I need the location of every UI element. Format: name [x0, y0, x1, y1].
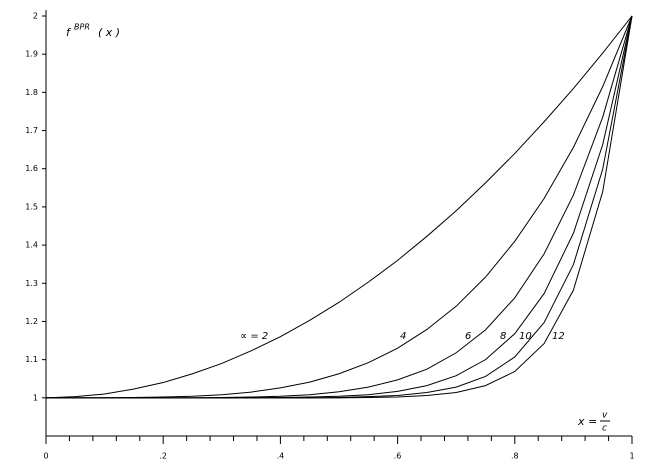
y-tick-label: 1.9 — [25, 50, 38, 59]
y-label-sup: BPR — [74, 23, 90, 32]
y-tick-label: 1.8 — [25, 88, 38, 97]
curve — [46, 15, 633, 399]
x-label-num: v — [602, 411, 608, 421]
x-tick-label: .8 — [511, 452, 519, 461]
y-tick-label: 1.2 — [25, 317, 38, 326]
y-tick-label: 1.1 — [25, 355, 38, 364]
curve-label: 10 — [519, 331, 532, 342]
curve-label: 8 — [500, 331, 506, 342]
y-label-arg: ( x ) — [98, 26, 120, 39]
curve-label: 12 — [552, 331, 565, 342]
x-tick-label: .2 — [159, 452, 167, 461]
y-tick-label: 1.3 — [25, 279, 38, 288]
x-label-lhs: x = — [577, 415, 597, 428]
x-tick-label: .4 — [277, 452, 285, 461]
curve-label: 6 — [465, 331, 471, 342]
curve — [45, 15, 633, 399]
y-label-base: f — [66, 26, 72, 39]
x-tick-label: 0 — [43, 452, 48, 461]
curve — [46, 15, 633, 399]
y-tick-label: 2 — [33, 12, 38, 21]
curve-label: 4 — [400, 331, 406, 342]
y-tick-label: 1 — [33, 393, 38, 402]
curve — [46, 15, 633, 399]
curve — [46, 15, 633, 399]
x-label-den: c — [602, 424, 607, 434]
y-tick-label: 1.6 — [25, 164, 38, 173]
x-tick-label: 1 — [629, 452, 634, 461]
y-tick-label: 1.4 — [25, 241, 38, 250]
x-tick-label: .6 — [394, 452, 402, 461]
y-tick-label: 1.7 — [25, 126, 38, 135]
curve — [46, 15, 633, 399]
y-tick-label: 1.5 — [25, 202, 38, 211]
curve-label: ∝ = 2 — [240, 331, 268, 342]
